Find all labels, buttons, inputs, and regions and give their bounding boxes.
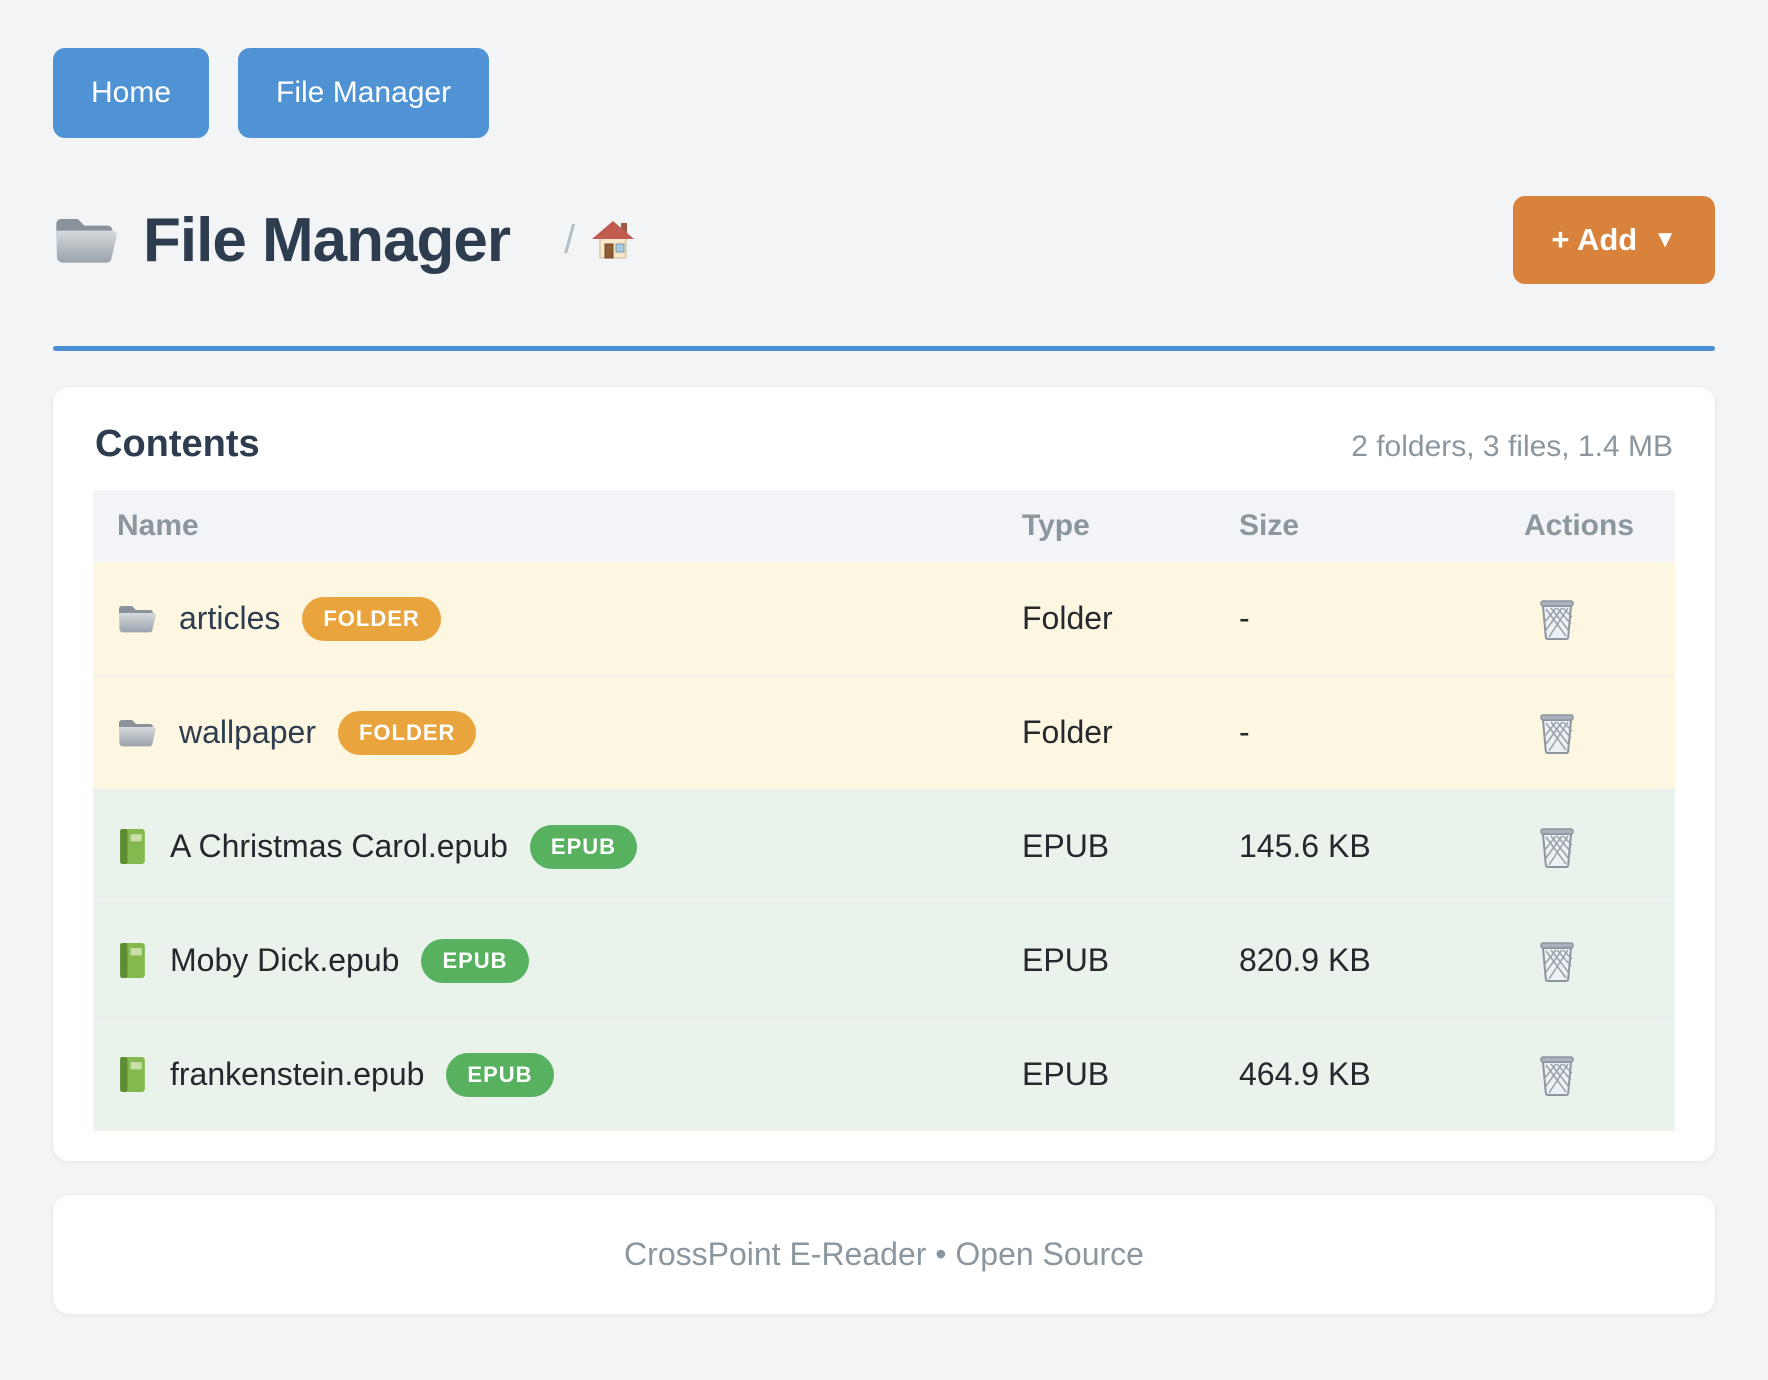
nav-file-manager-button[interactable]: File Manager xyxy=(238,48,490,138)
nav-home-button[interactable]: Home xyxy=(53,48,210,138)
top-nav: Home File Manager xyxy=(53,48,1715,138)
item-size: 820.9 KB xyxy=(1215,903,1490,1018)
trash-icon xyxy=(1538,712,1576,754)
table-row: wallpaper FOLDER Folder - xyxy=(93,675,1675,790)
type-badge: EPUB xyxy=(421,938,529,983)
trash-icon xyxy=(1538,1054,1576,1096)
table-header-row: Name Type Size Actions xyxy=(93,490,1675,562)
house-icon xyxy=(591,220,635,260)
folder-title-icon xyxy=(53,214,119,267)
type-badge: EPUB xyxy=(446,1052,554,1097)
home-breadcrumb-link[interactable] xyxy=(591,220,635,260)
page-header: File Manager / + Add xyxy=(53,194,1715,286)
type-badge: FOLDER xyxy=(302,596,441,641)
add-button-label: + Add xyxy=(1551,222,1638,257)
item-type: Folder xyxy=(1022,600,1113,636)
column-header-size: Size xyxy=(1215,490,1490,562)
contents-card-header: Contents 2 folders, 3 files, 1.4 MB xyxy=(93,419,1675,490)
item-size: 464.9 KB xyxy=(1215,1017,1490,1131)
file-table-body: articles FOLDER Folder - xyxy=(93,562,1675,1131)
title-wrap: File Manager / xyxy=(53,205,635,276)
column-header-type: Type xyxy=(998,490,1215,562)
table-row: frankenstein.epub EPUB EPUB 464.9 KB xyxy=(93,1017,1675,1131)
delete-button[interactable] xyxy=(1538,1054,1576,1096)
delete-button[interactable] xyxy=(1538,826,1576,868)
item-name-link[interactable]: articles xyxy=(179,600,281,636)
item-type: EPUB xyxy=(998,1017,1215,1131)
item-type: Folder xyxy=(998,675,1215,790)
book-icon xyxy=(117,1056,148,1093)
table-row: articles FOLDER Folder - xyxy=(93,562,1675,676)
item-type: EPUB xyxy=(998,903,1215,1018)
add-button[interactable]: + Add ▼ xyxy=(1513,196,1715,284)
page: Home File Manager File Manager / xyxy=(53,48,1715,1314)
contents-summary: 2 folders, 3 files, 1.4 MB xyxy=(1351,430,1673,463)
book-icon xyxy=(117,828,148,865)
item-size: - xyxy=(1215,675,1490,790)
column-header-actions: Actions xyxy=(1490,490,1675,562)
page-title: File Manager xyxy=(143,205,511,275)
delete-button[interactable] xyxy=(1538,940,1576,982)
footer-text: CrossPoint E-Reader • Open Source xyxy=(624,1236,1144,1272)
book-icon xyxy=(117,942,148,979)
delete-button[interactable] xyxy=(1538,712,1576,754)
contents-card: Contents 2 folders, 3 files, 1.4 MB Name… xyxy=(53,387,1715,1161)
accent-divider xyxy=(53,346,1715,351)
delete-button[interactable] xyxy=(1538,598,1576,640)
chevron-down-icon: ▼ xyxy=(1653,226,1677,253)
file-table: Name Type Size Actions xyxy=(93,490,1675,1131)
type-badge: EPUB xyxy=(529,824,638,869)
table-row: Moby Dick.epub EPUB EPUB 820.9 KB xyxy=(93,903,1675,1018)
item-name-link[interactable]: wallpaper xyxy=(179,714,316,750)
item-name-link[interactable]: A Christmas Carol.epub xyxy=(170,828,508,864)
column-header-name: Name xyxy=(93,490,998,562)
breadcrumb: / xyxy=(564,218,635,263)
table-row: A Christmas Carol.epub EPUB EPUB 145.6 K… xyxy=(93,789,1675,904)
folder-icon xyxy=(117,603,157,635)
type-badge: FOLDER xyxy=(337,710,477,755)
contents-heading: Contents xyxy=(95,423,260,465)
footer-card: CrossPoint E-Reader • Open Source xyxy=(53,1195,1715,1314)
item-type: EPUB xyxy=(998,789,1215,904)
trash-icon xyxy=(1538,598,1576,640)
trash-icon xyxy=(1538,940,1576,982)
item-name-link[interactable]: Moby Dick.epub xyxy=(170,942,400,978)
item-size: - xyxy=(1239,600,1250,636)
trash-icon xyxy=(1538,826,1576,868)
folder-icon xyxy=(117,717,157,749)
item-name-link[interactable]: frankenstein.epub xyxy=(170,1056,425,1092)
breadcrumb-separator: / xyxy=(564,217,576,262)
item-size: 145.6 KB xyxy=(1215,789,1490,904)
